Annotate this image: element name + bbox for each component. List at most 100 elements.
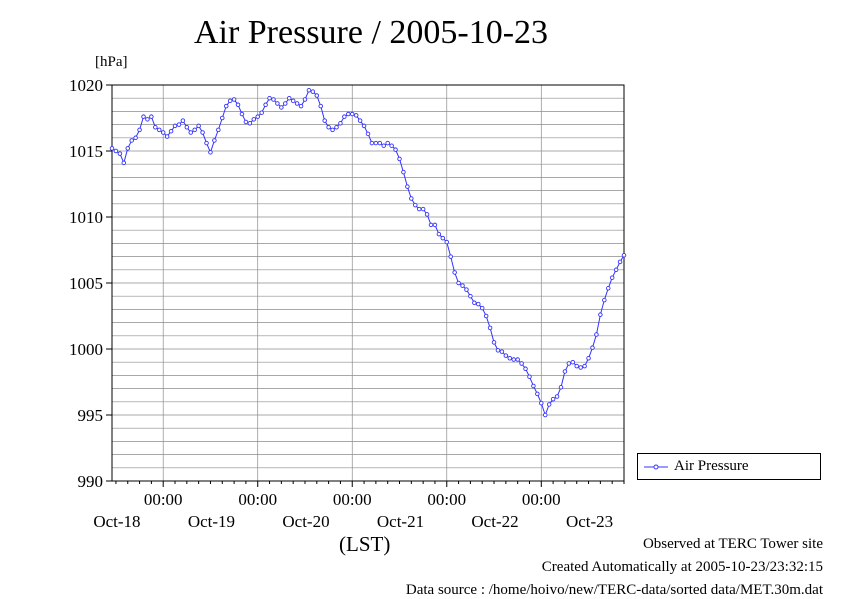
data-point <box>314 93 320 98</box>
data-point <box>424 212 430 217</box>
data-point <box>499 349 505 354</box>
data-point <box>263 102 268 108</box>
data-point <box>598 312 603 317</box>
data-point <box>133 135 138 141</box>
data-point <box>231 97 237 102</box>
data-point <box>172 123 178 129</box>
data-point <box>511 357 516 362</box>
data-point <box>566 361 572 366</box>
data-point <box>420 206 426 212</box>
data-point <box>594 332 599 337</box>
data-point <box>310 89 316 94</box>
data-point <box>294 101 300 106</box>
data-point <box>279 105 284 110</box>
data-point <box>223 103 229 109</box>
data-point <box>330 127 335 133</box>
data-point <box>440 235 446 241</box>
data-point <box>326 124 331 130</box>
data-point <box>342 114 347 119</box>
data-point <box>448 254 453 259</box>
data-point <box>409 196 414 201</box>
y-axis-unit-label: [hPa] <box>95 54 128 70</box>
data-point <box>586 355 591 361</box>
data-point <box>590 345 595 350</box>
data-point <box>188 130 194 135</box>
data-point <box>491 340 497 345</box>
data-point <box>334 124 339 130</box>
data-point <box>527 374 532 379</box>
legend-label: Air Pressure <box>674 458 749 474</box>
data-point <box>523 366 528 372</box>
x-time-label: 00:00 <box>427 490 466 509</box>
data-point <box>452 270 457 275</box>
data-point <box>239 111 245 117</box>
axes <box>106 84 625 487</box>
footer-created: Created Automatically at 2005-10-23/23:3… <box>541 559 823 575</box>
y-tick-label: 1010 <box>69 208 103 227</box>
data-point <box>346 111 351 117</box>
data-point <box>361 123 367 129</box>
data-point <box>554 394 560 399</box>
data-point <box>247 121 253 126</box>
data-point <box>542 412 548 418</box>
data-point <box>160 130 166 135</box>
x-time-label: 00:00 <box>144 490 183 509</box>
y-tick-label: 990 <box>78 472 104 491</box>
data-point <box>432 222 438 228</box>
x-date-label: Oct-20 <box>282 512 329 531</box>
data-point <box>535 391 540 397</box>
chart-title: Air Pressure / 2005-10-23 <box>193 14 549 51</box>
x-date-label: Oct-21 <box>377 512 424 531</box>
legend-marker-icon <box>644 464 668 470</box>
data-point <box>578 365 583 370</box>
data-point <box>129 138 134 143</box>
data-point <box>145 117 150 122</box>
data-point <box>570 359 576 365</box>
tick-labels: 990 995 1000 1005 1010 1015 1020 00:00 00:00 00:0… <box>69 76 613 531</box>
data-point <box>546 402 552 407</box>
data-point <box>416 206 422 212</box>
data-point <box>456 280 461 286</box>
data-point <box>621 253 627 258</box>
data-point <box>464 287 469 292</box>
data-point <box>176 122 182 127</box>
x-time-label: 00:00 <box>333 490 372 509</box>
data-point <box>397 156 402 162</box>
data-point <box>503 353 509 358</box>
y-tick-label: 1015 <box>69 142 103 161</box>
data-point <box>369 140 375 146</box>
data-point <box>617 259 623 265</box>
data-point <box>157 127 162 133</box>
x-date-label: Oct-22 <box>471 512 518 531</box>
data-point <box>306 88 312 93</box>
data-point <box>353 113 359 118</box>
data-point <box>609 275 615 280</box>
y-tick-label: 1005 <box>69 274 103 293</box>
x-date-label: Oct-19 <box>188 512 235 531</box>
data-point <box>389 143 394 148</box>
data-point <box>137 127 142 133</box>
data-point <box>275 101 280 106</box>
data-point <box>109 146 115 151</box>
data-point <box>495 348 501 353</box>
data-point <box>574 363 579 369</box>
data-point <box>539 400 544 406</box>
data-point <box>196 123 201 129</box>
data-point <box>519 361 524 366</box>
data-point <box>164 134 170 139</box>
x-date-label: Oct-23 <box>566 512 613 531</box>
data-point <box>472 300 477 306</box>
data-point <box>243 119 249 125</box>
data-point <box>208 150 213 155</box>
series-line <box>111 89 625 417</box>
data-point <box>251 117 257 122</box>
data-point <box>149 114 154 119</box>
footer-source: Data source : /home/hoivo/new/TERC-data/… <box>405 582 823 598</box>
y-tick-label: 1000 <box>69 340 103 359</box>
data-point <box>602 297 607 303</box>
data-point <box>550 396 556 402</box>
data-point <box>349 111 355 117</box>
data-point <box>216 127 221 133</box>
data-point <box>468 293 473 299</box>
data-point <box>401 169 406 175</box>
